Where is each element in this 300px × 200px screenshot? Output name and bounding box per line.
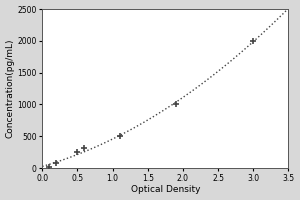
X-axis label: Optical Density: Optical Density [130, 185, 200, 194]
Y-axis label: Concentration(pg/mL): Concentration(pg/mL) [6, 39, 15, 138]
